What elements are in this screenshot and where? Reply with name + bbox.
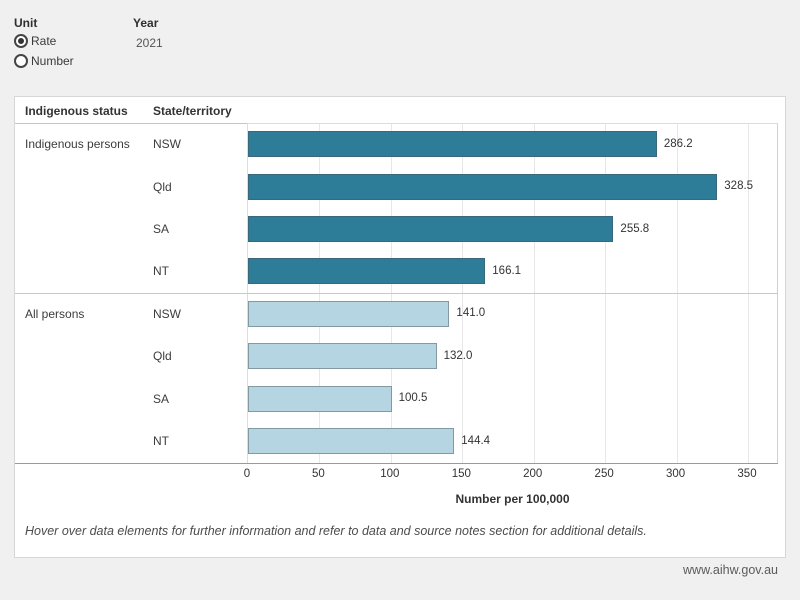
chart-panel: Indigenous status State/territory Indige… xyxy=(14,96,786,558)
aihw-website-link[interactable]: www.aihw.gov.au xyxy=(683,563,778,577)
unit-control-group: Unit Rate Number xyxy=(14,16,74,70)
chart-row: NT 166.1 xyxy=(15,250,778,292)
x-axis-title: Number per 100,000 xyxy=(455,492,570,506)
bar-value-label: 166.1 xyxy=(492,264,522,277)
bar-value-label: 144.4 xyxy=(461,434,491,447)
chart-row: Qld 328.5 xyxy=(15,165,778,207)
bar-indigenous-persons-qld[interactable] xyxy=(248,173,718,200)
x-axis-tick-label: 250 xyxy=(594,468,614,480)
row-header-indigenous-status: Indigenous status xyxy=(25,104,128,118)
bar-all-persons-nt[interactable] xyxy=(248,428,455,455)
group-label: All persons xyxy=(25,306,85,321)
unit-radio-rate[interactable]: Rate xyxy=(14,32,74,50)
bar-all-persons-qld[interactable] xyxy=(248,343,437,370)
radio-dot xyxy=(18,38,24,44)
state-label: Qld xyxy=(153,349,172,364)
bar-all-persons-nsw[interactable] xyxy=(248,300,450,327)
group-label: Indigenous persons xyxy=(25,137,130,152)
unit-radio-label: Number xyxy=(31,54,74,68)
unit-label: Unit xyxy=(14,16,38,30)
chart-row: NT 144.4 xyxy=(15,420,778,462)
year-value[interactable]: 2021 xyxy=(136,36,163,50)
bar-value-label: 132.0 xyxy=(443,349,473,362)
x-axis-tick-label: 300 xyxy=(665,468,686,480)
state-label: NSW xyxy=(153,137,181,152)
bar-value-label: 141.0 xyxy=(456,307,486,320)
bar-indigenous-persons-nt[interactable] xyxy=(248,258,486,285)
bar-value-label: 328.5 xyxy=(724,180,754,193)
state-label: SA xyxy=(153,222,170,237)
x-axis-tick-label: 50 xyxy=(312,468,325,480)
bar-all-persons-sa[interactable] xyxy=(248,385,392,412)
x-axis-tick-label: 100 xyxy=(380,468,400,480)
hover-hint-caption: Hover over data elements for further inf… xyxy=(25,524,647,538)
bar-indigenous-persons-sa[interactable] xyxy=(248,216,614,243)
year-label: Year xyxy=(133,16,159,30)
chart-row: SA 100.5 xyxy=(15,378,778,420)
chart-row: All persons NSW 141.0 xyxy=(15,293,778,335)
radio-unselected-icon[interactable] xyxy=(14,54,28,68)
chart-row: Qld 132.0 xyxy=(15,335,778,377)
x-axis-tick-label: 150 xyxy=(451,468,471,480)
x-axis-line xyxy=(15,463,778,464)
state-label: NT xyxy=(153,434,169,449)
chart-row: SA 255.8 xyxy=(15,208,778,250)
chart-row: Indigenous persons NSW 286.2 xyxy=(15,123,778,165)
row-header-state-territory: State/territory xyxy=(153,104,232,118)
bar-value-label: 286.2 xyxy=(663,137,693,150)
state-label: NSW xyxy=(153,306,181,321)
unit-radio-label: Rate xyxy=(31,34,57,48)
bar-value-label: 100.5 xyxy=(398,392,428,405)
state-label: Qld xyxy=(153,179,172,194)
bar-value-label: 255.8 xyxy=(620,222,650,235)
group-divider xyxy=(15,292,778,294)
state-label: SA xyxy=(153,391,170,406)
unit-radio-number[interactable]: Number xyxy=(14,52,74,70)
radio-selected-icon[interactable] xyxy=(14,34,28,48)
x-axis-tick-label: 350 xyxy=(737,468,757,480)
x-axis-tick-label: 200 xyxy=(523,468,543,480)
state-label: NT xyxy=(153,264,169,279)
year-control-group: Year 2021 xyxy=(133,16,163,50)
bar-indigenous-persons-nsw[interactable] xyxy=(248,131,657,158)
x-axis-tick-label: 0 xyxy=(243,468,251,480)
